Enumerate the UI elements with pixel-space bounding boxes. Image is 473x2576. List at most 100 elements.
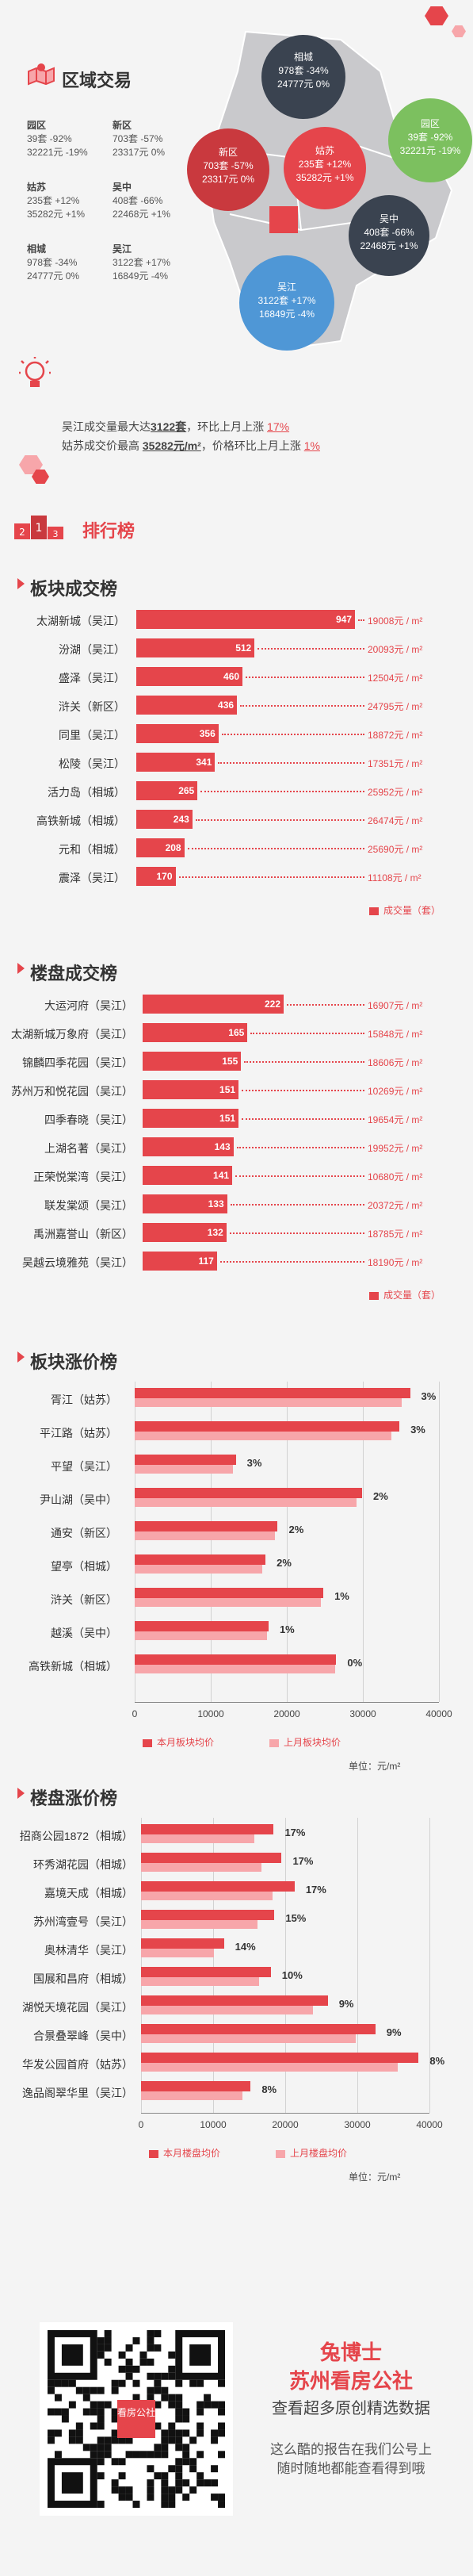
bar-label-0-5: 松陵（吴江）	[59, 757, 125, 770]
legend-swatch-prev-2	[269, 1738, 279, 1747]
svg-text:1: 1	[36, 522, 43, 535]
bar-price-1-4: 19654元 / m²	[368, 1114, 423, 1125]
bar-0-2	[136, 667, 243, 686]
chart-title-bullet-2	[17, 1351, 25, 1363]
rise-bar-cur-3-8	[141, 2053, 419, 2063]
rise-label-3-9: 逸品阁翠华里（吴江）	[22, 2087, 133, 2099]
rise-bar-prev-3-5	[141, 1977, 260, 1986]
bar-label-0-2: 盛泽（吴江）	[59, 672, 125, 684]
rise-label-3-1: 环秀湖花园（相城）	[33, 1858, 133, 1871]
bar-0-6	[136, 781, 198, 800]
legend-prev-2: 上月板块均价	[269, 1735, 341, 1749]
bar-price-0-5: 17351元 / m²	[368, 758, 423, 769]
bar-1-4	[143, 1109, 239, 1128]
rise-label-3-6: 湖悦天境花园（吴江）	[22, 2001, 133, 2014]
legend-text-prev-3: 上月楼盘均价	[290, 2148, 348, 2159]
bar-value-1-8: 132	[207, 1227, 223, 1238]
legend-0: 成交量（套）	[369, 903, 441, 917]
region-section-title: 区域交易	[62, 71, 132, 90]
bar-value-0-9: 170	[156, 871, 173, 882]
bar-leader-1-3	[242, 1090, 364, 1091]
bar-leader-0-5	[218, 762, 364, 764]
map-bubble-yuanqu: 园区 39套 -92% 32221元 -19%	[388, 98, 472, 182]
grid-line-3-1	[213, 1818, 214, 2113]
rise-bar-cur-2-1	[135, 1421, 400, 1432]
rise-bar-cur-2-6	[135, 1588, 324, 1598]
bar-value-0-0: 947	[335, 614, 352, 625]
rise-bar-prev-2-3	[135, 1498, 357, 1507]
rise-bar-prev-2-4	[135, 1531, 275, 1540]
rise-bar-cur-3-5	[141, 1967, 271, 1977]
rise-pct-2-5: 2%	[277, 1557, 292, 1569]
grid-line-2-1	[211, 1382, 212, 1702]
bar-label-0-1: 汾湖（吴江）	[59, 643, 125, 656]
bar-leader-0-4	[221, 734, 364, 735]
rise-pct-3-6: 9%	[338, 1998, 354, 2010]
rise-bar-cur-3-6	[141, 1995, 328, 2006]
map-region-icon	[25, 60, 57, 92]
rise-bar-prev-3-9	[141, 2091, 243, 2100]
rise-label-2-2: 平望（吴江）	[51, 1460, 117, 1473]
rise-pct-3-8: 8%	[429, 2055, 445, 2067]
rise-pct-3-7: 9%	[386, 2026, 402, 2038]
bar-label-1-0: 大运河府（吴江）	[44, 999, 133, 1012]
bar-price-1-1: 15848元 / m²	[368, 1029, 423, 1040]
bar-price-1-5: 19952元 / m²	[368, 1143, 423, 1154]
rise-pct-2-1: 3%	[410, 1424, 425, 1436]
rise-bar-prev-2-5	[135, 1565, 263, 1574]
bar-value-1-7: 133	[208, 1198, 224, 1209]
legend-swatch-prev-3	[276, 2149, 285, 2158]
rise-label-2-8: 高铁新城（相城）	[29, 1660, 117, 1673]
bar-value-1-0: 222	[264, 999, 280, 1010]
insight-line-1: 吴江成交量最大达3122套，环比上月上涨 17%	[62, 420, 290, 433]
region-stat-xinqu: 新区 703套 -57% 23317元 0%	[113, 120, 166, 158]
rise-pct-3-5: 10%	[281, 1969, 303, 1981]
bar-price-0-8: 25690元 / m²	[368, 844, 423, 855]
rise-label-3-3: 苏州湾壹号（吴江）	[33, 1915, 133, 1928]
bar-price-1-6: 10680元 / m²	[368, 1171, 423, 1183]
chart-title-bullet-3	[17, 1788, 25, 1799]
bar-value-1-5: 143	[214, 1141, 231, 1152]
region-stat-wuzhong: 吴中 408套 -66% 22468元 +1%	[113, 182, 171, 220]
bar-value-0-2: 460	[223, 671, 240, 682]
rise-pct-2-7: 1%	[279, 1623, 295, 1635]
rise-label-2-5: 望亭（相城）	[51, 1560, 117, 1573]
x-axis-2	[135, 1702, 439, 1703]
rise-label-3-2: 嘉境天成（相城）	[44, 1887, 133, 1899]
bar-price-0-7: 26474元 / m²	[368, 815, 423, 826]
x-axis-3	[141, 2113, 429, 2114]
rise-bar-cur-2-8	[135, 1654, 337, 1665]
bar-0-0	[136, 610, 355, 629]
rise-bar-prev-3-3	[141, 1920, 257, 1929]
hex-decoration-mid2	[32, 470, 49, 484]
rise-pct-2-0: 3%	[421, 1390, 437, 1402]
rise-bar-prev-2-7	[135, 1631, 268, 1640]
legend-1: 成交量（套）	[369, 1288, 441, 1301]
rise-pct-3-3: 15%	[285, 1912, 307, 1924]
rise-bar-prev-3-1	[141, 1863, 261, 1872]
rise-bar-cur-2-3	[135, 1488, 363, 1498]
map-bubble-xinqu: 新区 703套 -57% 23317元 0%	[187, 128, 269, 211]
bar-value-0-7: 243	[173, 814, 189, 825]
rise-bar-cur-2-4	[135, 1521, 278, 1531]
rise-pct-3-2: 17%	[305, 1884, 326, 1896]
rise-label-3-4: 奥林清华（吴江）	[44, 1944, 133, 1957]
rise-pct-2-2: 3%	[246, 1457, 262, 1469]
bar-price-1-2: 18606元 / m²	[368, 1057, 423, 1068]
bar-value-1-2: 155	[222, 1056, 238, 1067]
x-tick-2-4: 40000	[425, 1708, 452, 1719]
rise-pct-3-1: 17%	[292, 1855, 314, 1867]
legend-cur-2: 本月板块均价	[143, 1735, 214, 1749]
bar-value-0-3: 436	[218, 700, 235, 711]
bar-leader-0-9	[178, 876, 364, 878]
bar-leader-1-1	[250, 1033, 364, 1034]
bar-leader-1-2	[244, 1061, 364, 1063]
bar-value-0-8: 208	[165, 842, 181, 853]
hex-decoration-small	[452, 25, 466, 37]
chart-title-0: 板块成交榜	[30, 579, 118, 599]
rise-bar-prev-3-2	[141, 1892, 273, 1900]
bar-1-1	[143, 1023, 248, 1042]
bar-price-1-0: 16907元 / m²	[368, 1000, 423, 1011]
bar-label-0-6: 活力岛（相城）	[48, 786, 125, 799]
